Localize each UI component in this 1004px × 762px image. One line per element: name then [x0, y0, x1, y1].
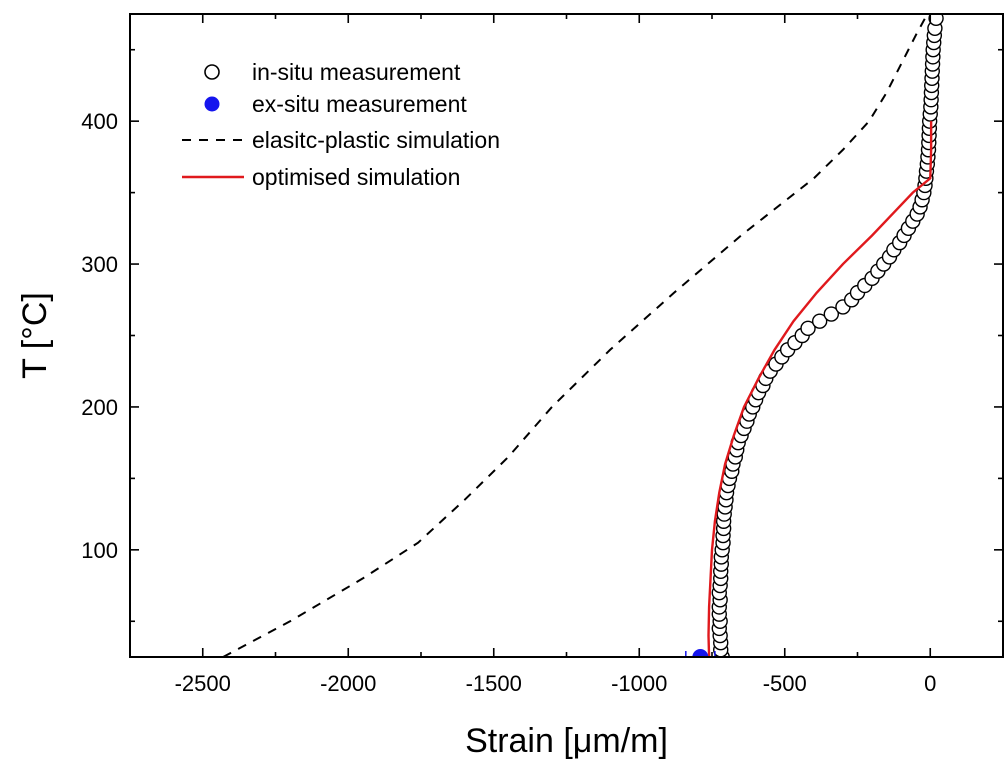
x-axis-title: Strain [μm/m] [465, 722, 668, 760]
x-tick-label: -1000 [611, 671, 667, 696]
x-tick-label: -1500 [466, 671, 522, 696]
y-tick-label: 300 [81, 252, 118, 277]
optimised-simulation-line [707, 121, 933, 657]
legend-entry-elastic-plastic: elasitc-plastic simulation [182, 127, 500, 153]
in-situ-point [823, 306, 840, 322]
x-tick-label: -2500 [175, 671, 231, 696]
elastic-plastic-simulation-line [222, 14, 929, 657]
series-layer [222, 14, 944, 657]
legend: in-situ measurement ex-situ measurement … [182, 59, 500, 190]
in-situ-point [928, 14, 944, 26]
legend-marker-filled-circle [204, 96, 220, 112]
legend-label-optimised: optimised simulation [252, 164, 460, 190]
tick-layer: -2500 -2000 -1500 -1000 -500 0 100 200 300 400 [81, 14, 1004, 696]
y-axis-title: T [°C] [16, 292, 54, 379]
x-tick-label: 0 [924, 671, 936, 696]
x-tick-label: -2000 [320, 671, 376, 696]
legend-marker-open-circle [204, 64, 220, 80]
legend-entry-in-situ: in-situ measurement [204, 59, 461, 85]
y-tick-label: 200 [81, 395, 118, 420]
y-tick-label: 100 [81, 538, 118, 563]
in-situ-point [811, 313, 828, 329]
in-situ-points [711, 14, 944, 657]
y-tick-label: 400 [81, 109, 118, 134]
legend-entry-ex-situ: ex-situ measurement [204, 91, 467, 117]
legend-label-elastic-plastic: elasitc-plastic simulation [252, 127, 500, 153]
legend-entry-optimised: optimised simulation [182, 164, 460, 190]
legend-label-ex-situ: ex-situ measurement [252, 91, 467, 117]
x-tick-label: -500 [763, 671, 807, 696]
legend-label-in-situ: in-situ measurement [252, 59, 461, 85]
in-situ-point [800, 320, 816, 337]
ex-situ-point [692, 649, 709, 657]
ex-situ-points [685, 649, 716, 657]
